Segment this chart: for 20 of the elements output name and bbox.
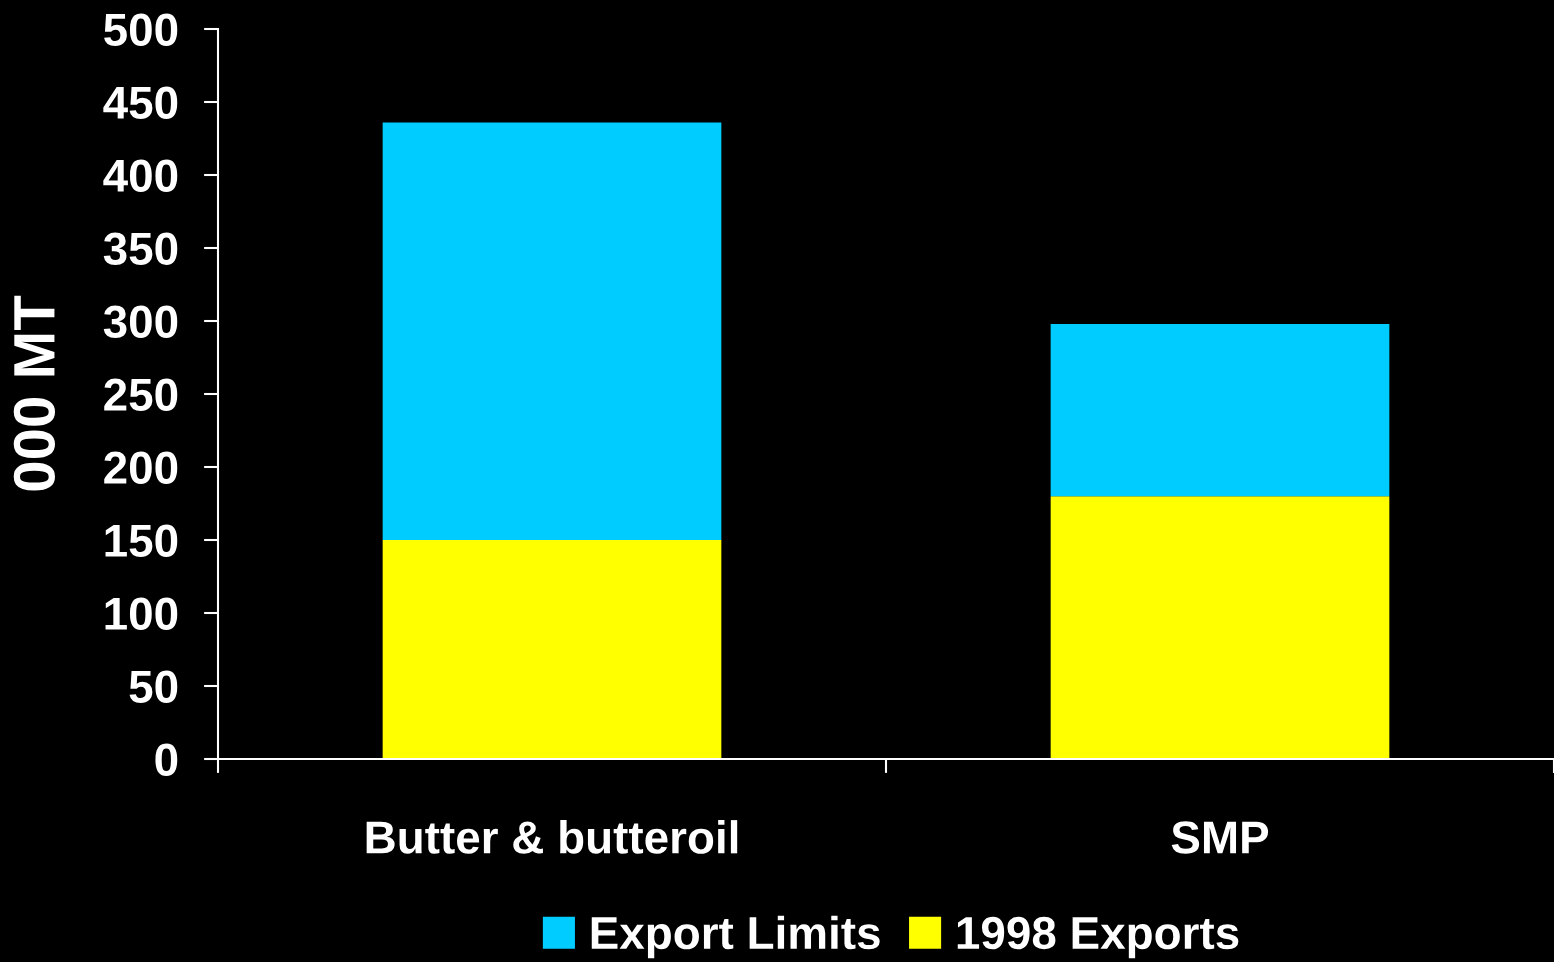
y-tick-label: 500 (104, 13, 178, 47)
y-tick-label: 400 (103, 159, 178, 193)
x-tick-label: Butter & butteroil (366, 820, 738, 854)
x-tick-label: SMP (1171, 821, 1269, 854)
y-tick-label: 200 (104, 451, 178, 485)
y-tick-label: 100 (105, 597, 178, 631)
legend-label: Export Limits (591, 915, 880, 959)
legend-label: 1998 Exports (957, 916, 1239, 959)
y-tick-label: 450 (103, 86, 178, 120)
bar (382, 122, 722, 540)
y-tick-label: 350 (103, 232, 178, 266)
y-tick-label: 150 (105, 524, 178, 558)
bar (1050, 496, 1390, 759)
bar (1050, 323, 1390, 497)
y-tick-label: 50 (129, 670, 178, 704)
y-tick-label: 300 (103, 305, 178, 339)
y-axis-title: 000 MT (13, 295, 56, 491)
y-tick-label: 250 (104, 378, 178, 412)
bar (382, 540, 722, 759)
y-tick-label: 0 (155, 743, 178, 777)
